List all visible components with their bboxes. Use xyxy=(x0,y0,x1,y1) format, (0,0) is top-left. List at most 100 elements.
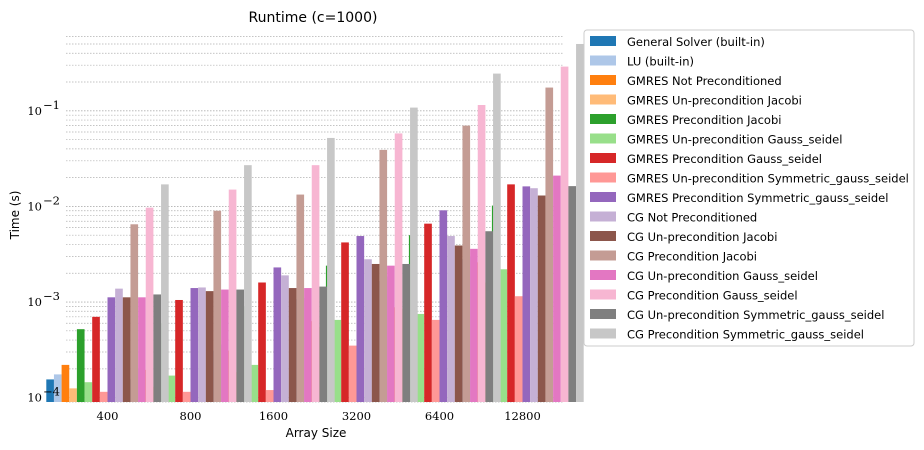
bar xyxy=(348,345,357,402)
bar xyxy=(530,188,538,402)
legend-swatch xyxy=(590,75,616,85)
y-tick-label: 10 xyxy=(27,199,42,213)
bar xyxy=(379,149,388,402)
bar xyxy=(130,224,139,402)
legend-label: CG Un-precondition Symmetric_gauss_seide… xyxy=(627,308,884,322)
y-tick-exponent: −3 xyxy=(43,289,60,303)
bar xyxy=(288,288,297,402)
legend-label: LU (built-in) xyxy=(627,55,694,69)
bar xyxy=(560,66,569,402)
legend-label: GMRES Un-precondition Symmetric_gauss_se… xyxy=(627,172,909,186)
bar xyxy=(514,296,523,402)
bar xyxy=(175,299,183,402)
bar xyxy=(61,364,70,402)
legend-frame xyxy=(583,29,915,347)
bar xyxy=(296,194,305,402)
x-tick-label: 1600 xyxy=(259,409,288,423)
bar xyxy=(304,288,312,402)
bar xyxy=(499,269,508,402)
legend-swatch xyxy=(590,309,616,319)
y-tick-label: 10 xyxy=(27,391,42,405)
bar xyxy=(221,289,229,402)
x-tick-label: 6400 xyxy=(425,409,454,423)
x-tick-label: 3200 xyxy=(342,409,371,423)
legend-label: CG Un-precondition Gauss_seidel xyxy=(627,269,818,283)
bar xyxy=(138,297,146,402)
bar xyxy=(416,313,425,402)
bar xyxy=(153,294,162,402)
bar xyxy=(319,286,328,402)
bar xyxy=(84,382,93,402)
legend-swatch xyxy=(590,36,616,46)
legend-swatch xyxy=(590,250,616,261)
legend-label: GMRES Not Preconditioned xyxy=(627,74,782,88)
chart-title: Runtime (c=1000) xyxy=(249,10,378,26)
bar xyxy=(537,195,546,402)
bar xyxy=(46,379,54,402)
x-tick-label: 12800 xyxy=(504,409,541,423)
bar xyxy=(327,137,335,402)
bar xyxy=(493,73,501,402)
bar xyxy=(122,297,131,402)
bar xyxy=(250,364,259,402)
legend-swatch xyxy=(590,153,616,163)
legend: General Solver (built-in) LU (built-in) GM… xyxy=(583,29,915,347)
bar xyxy=(167,375,176,402)
bar xyxy=(281,275,289,402)
bar xyxy=(311,165,320,402)
bar xyxy=(213,210,222,402)
bar xyxy=(69,388,77,402)
bar xyxy=(424,223,432,402)
bar xyxy=(190,288,199,402)
legend-label: GMRES Precondition Gauss_seidel xyxy=(627,152,822,166)
legend-label: CG Precondition Gauss_seidel xyxy=(627,289,798,303)
bar xyxy=(553,175,561,402)
bar xyxy=(522,186,531,402)
bar xyxy=(410,107,418,402)
y-tick-exponent: −4 xyxy=(43,385,60,399)
legend-swatch xyxy=(590,328,616,339)
legend-swatch xyxy=(590,133,616,144)
legend-swatch xyxy=(590,94,616,105)
bar xyxy=(115,288,123,402)
bar xyxy=(454,245,463,402)
bar xyxy=(333,319,342,402)
bar xyxy=(364,259,372,402)
legend-swatch xyxy=(590,289,616,300)
bar xyxy=(447,236,455,402)
bar xyxy=(439,210,448,402)
bar xyxy=(545,87,554,402)
bar xyxy=(182,391,191,402)
legend-swatch xyxy=(590,172,616,183)
bar xyxy=(402,263,411,402)
legend-label: CG Not Preconditioned xyxy=(627,211,757,225)
bar xyxy=(470,248,478,402)
bars xyxy=(46,43,584,403)
bar xyxy=(145,207,154,402)
bar xyxy=(228,189,237,402)
legend-swatch xyxy=(590,231,616,241)
legend-label: CG Precondition Symmetric_gauss_seidel xyxy=(627,328,864,342)
bar xyxy=(92,316,100,402)
bar xyxy=(99,391,108,402)
y-tick-exponent: −1 xyxy=(43,98,60,112)
bar xyxy=(507,184,515,402)
legend-swatch xyxy=(590,114,616,124)
bar xyxy=(576,43,584,402)
bar xyxy=(431,319,440,402)
bar xyxy=(371,263,380,402)
x-tick-label: 400 xyxy=(97,409,119,423)
bar xyxy=(198,287,206,402)
legend-label: CG Precondition Jacobi xyxy=(627,250,757,264)
bar xyxy=(568,186,577,402)
bar xyxy=(107,297,116,402)
bar xyxy=(356,236,365,402)
bar xyxy=(244,165,252,402)
legend-swatch xyxy=(590,270,616,280)
bar xyxy=(53,374,62,402)
legend-label: GMRES Precondition Jacobi xyxy=(627,113,781,127)
bar xyxy=(485,231,494,402)
bar xyxy=(161,184,169,402)
